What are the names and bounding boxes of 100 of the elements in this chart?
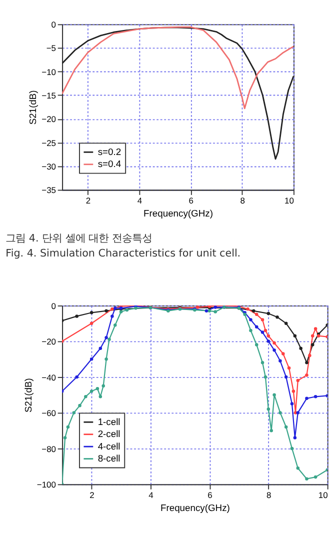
x-tick-label: 8: [266, 490, 272, 500]
point: [296, 378, 300, 382]
point: [196, 306, 200, 309]
x-tick-label: 4: [148, 490, 154, 500]
x-tick-label: 10: [318, 490, 328, 500]
point: [254, 325, 258, 329]
point: [260, 330, 264, 334]
point: [104, 357, 108, 361]
x-tick-label: 2: [86, 195, 91, 206]
caption: Fig. 4. Simulation Characteristics for unit cell.: [6, 248, 241, 260]
point: [75, 375, 78, 379]
legend-label: 2-cell: [98, 428, 120, 440]
y-tick-label: −15: [42, 90, 56, 100]
point: [266, 408, 270, 411]
x-tick-label: 2: [90, 490, 95, 500]
y-tick-label: −80: [42, 444, 56, 454]
point: [293, 334, 297, 338]
point: [214, 306, 217, 309]
point: [264, 375, 268, 379]
point: [290, 446, 294, 450]
point: [264, 328, 268, 332]
point: [90, 322, 94, 325]
point: [102, 384, 105, 388]
x-tick-label: 10: [284, 195, 294, 206]
y-tick-label: −35: [42, 185, 56, 196]
point: [98, 395, 102, 398]
point: [104, 309, 108, 312]
point: [66, 425, 70, 429]
point: [296, 466, 300, 470]
point: [293, 436, 297, 440]
point: [296, 411, 300, 414]
point: [78, 404, 82, 408]
point: [270, 428, 273, 432]
y-tick-label: −10: [42, 66, 56, 77]
point: [299, 346, 302, 350]
point: [266, 334, 270, 338]
point: [84, 395, 88, 398]
legend-label: s=0.2: [98, 146, 122, 157]
point: [294, 411, 298, 414]
x-tick-label: 6: [208, 490, 213, 500]
point: [114, 306, 117, 310]
legend-label: 8-cell: [98, 452, 120, 464]
point: [266, 312, 270, 316]
point: [110, 307, 114, 311]
point: [292, 390, 296, 393]
x-axis-title: Frequency(GHz): [144, 208, 213, 219]
y-tick-label: −20: [42, 114, 56, 124]
point: [96, 386, 100, 390]
y-tick-label: −40: [42, 372, 56, 382]
point: [63, 436, 67, 440]
point: [308, 354, 312, 358]
y-tick-label: −5: [46, 43, 56, 54]
point: [305, 396, 308, 400]
point: [310, 343, 314, 346]
y-tick-label: −20: [42, 336, 56, 347]
point: [252, 309, 256, 312]
point: [208, 309, 212, 312]
point: [260, 318, 264, 322]
point: [278, 359, 282, 363]
point: [214, 310, 217, 314]
point: [284, 375, 288, 379]
point: [282, 352, 285, 356]
point: [266, 340, 270, 343]
point: [314, 327, 318, 330]
point: [75, 314, 78, 318]
y-tick-label: 0: [51, 20, 56, 30]
point: [290, 402, 294, 406]
y-tick-label: 0: [51, 300, 56, 311]
point: [110, 314, 114, 318]
point: [284, 425, 288, 429]
point: [278, 411, 282, 414]
point: [310, 334, 314, 338]
y-tick-label: −100: [36, 480, 56, 490]
point: [260, 361, 264, 364]
point: [272, 393, 276, 396]
point: [204, 309, 208, 312]
x-tick-label: 6: [188, 195, 194, 206]
y-tick-label: −30: [42, 161, 56, 172]
x-axis-title: Frequency(GHz): [160, 502, 230, 514]
point: [249, 318, 252, 322]
point: [314, 395, 318, 398]
point: [246, 307, 250, 311]
x-tick-label: 8: [240, 195, 246, 206]
x-tick-label: 4: [137, 195, 142, 206]
point: [114, 324, 117, 327]
legend-label: 1-cell: [98, 416, 120, 427]
point: [125, 308, 129, 312]
point: [104, 336, 108, 340]
point: [72, 411, 76, 414]
legend-label: s=0.4: [98, 158, 122, 170]
legend-label: 4-cell: [98, 440, 120, 452]
point: [272, 341, 276, 345]
point: [276, 315, 279, 319]
point: [305, 374, 308, 377]
y-tick-label: −60: [42, 408, 56, 418]
y-axis-title: S21(dB): [22, 378, 34, 413]
point: [272, 348, 276, 352]
point: [90, 357, 94, 361]
point: [108, 338, 111, 342]
line-series: [62, 26, 294, 160]
